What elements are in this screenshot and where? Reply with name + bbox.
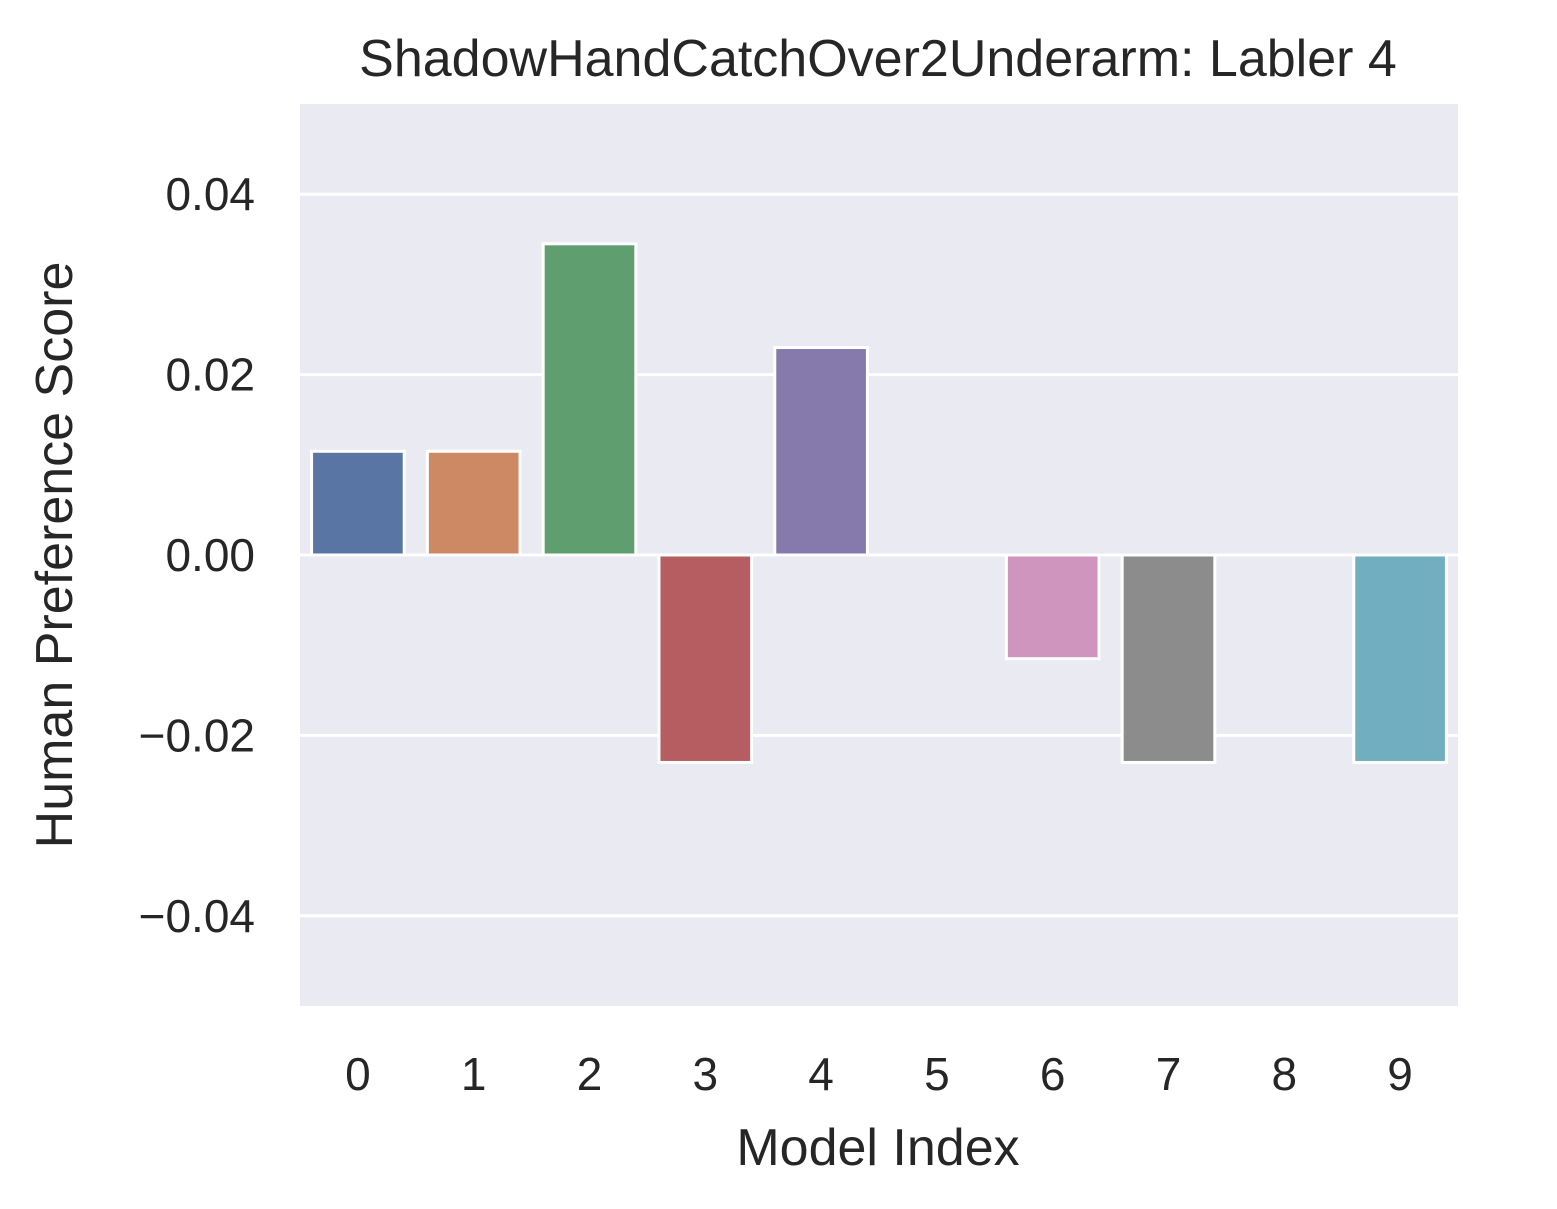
y-tick-label: 0.02 <box>165 349 255 401</box>
x-tick-label: 9 <box>1387 1048 1413 1100</box>
x-tick-label: 7 <box>1156 1048 1182 1100</box>
bar-6 <box>1004 553 1101 661</box>
x-tick-label: 4 <box>808 1048 834 1100</box>
x-tick-label: 1 <box>461 1048 487 1100</box>
bar-7 <box>1120 553 1217 764</box>
y-tick-label: −0.04 <box>139 890 255 942</box>
bars <box>310 242 1448 764</box>
x-tick-labels: 0 1 2 3 4 5 6 7 8 9 <box>345 1048 1413 1100</box>
x-axis-label: Model Index <box>736 1119 1019 1177</box>
y-tick-label: 0.00 <box>165 529 255 581</box>
x-tick-label: 3 <box>693 1048 719 1100</box>
x-tick-label: 6 <box>1040 1048 1066 1100</box>
bar-9 <box>1352 553 1448 764</box>
bar-2 <box>541 242 638 557</box>
x-tick-label: 5 <box>924 1048 950 1100</box>
y-tick-label: 0.04 <box>165 168 255 220</box>
bar-0 <box>310 449 406 557</box>
y-axis-label: Human Preference Score <box>26 262 84 849</box>
x-tick-label: 0 <box>345 1048 371 1100</box>
y-tick-label: −0.02 <box>139 709 255 761</box>
x-tick-label: 2 <box>577 1048 603 1100</box>
x-tick-label: 8 <box>1272 1048 1298 1100</box>
bar-3 <box>657 553 754 764</box>
y-tick-labels: −0.04 −0.02 0.00 0.02 0.04 <box>139 168 255 942</box>
bar-1 <box>425 449 522 557</box>
chart-title: ShadowHandCatchOver2Underarm: Labler 4 <box>359 30 1397 88</box>
bar-4 <box>773 346 869 557</box>
